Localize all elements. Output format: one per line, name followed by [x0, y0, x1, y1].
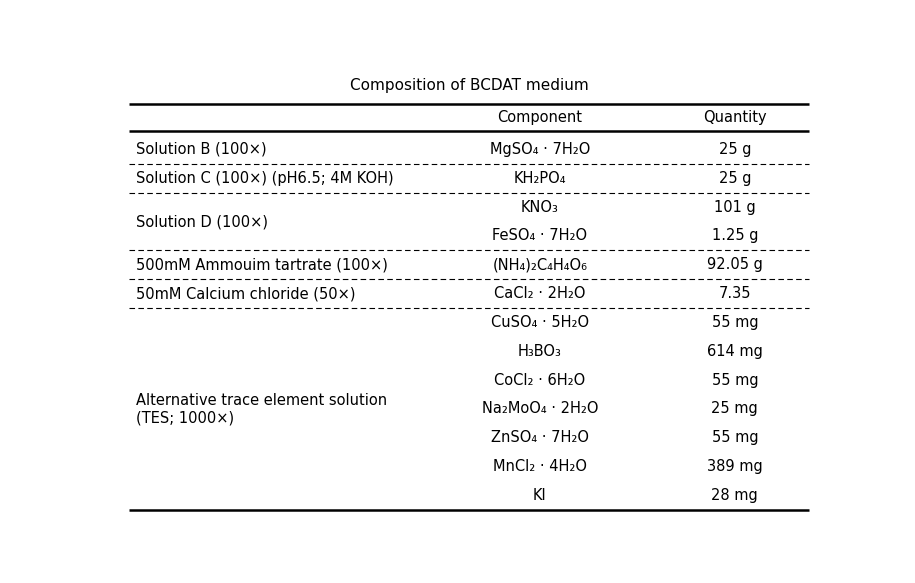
Text: Na₂MoO₄ · 2H₂O: Na₂MoO₄ · 2H₂O — [481, 402, 598, 416]
Text: 101 g: 101 g — [714, 199, 756, 215]
Text: CuSO₄ · 5H₂O: CuSO₄ · 5H₂O — [490, 315, 589, 330]
Text: 28 mg: 28 mg — [712, 488, 759, 503]
Text: 25 g: 25 g — [718, 142, 751, 157]
Text: Alternative trace element solution
(TES; 1000×): Alternative trace element solution (TES;… — [135, 393, 387, 425]
Text: Component: Component — [498, 110, 582, 125]
Text: Solution C (100×) (pH6.5; 4M KOH): Solution C (100×) (pH6.5; 4M KOH) — [135, 171, 393, 186]
Text: CaCl₂ · 2H₂O: CaCl₂ · 2H₂O — [494, 286, 586, 301]
Text: MgSO₄ · 7H₂O: MgSO₄ · 7H₂O — [490, 142, 590, 157]
Text: 25 mg: 25 mg — [712, 402, 759, 416]
Text: 55 mg: 55 mg — [712, 430, 759, 445]
Text: 55 mg: 55 mg — [712, 315, 759, 330]
Text: 25 g: 25 g — [718, 171, 751, 186]
Text: H₃BO₃: H₃BO₃ — [518, 344, 562, 359]
Text: 92.05 g: 92.05 g — [707, 257, 763, 272]
Text: Composition of BCDAT medium: Composition of BCDAT medium — [350, 78, 588, 93]
Text: 614 mg: 614 mg — [707, 344, 763, 359]
Text: 55 mg: 55 mg — [712, 373, 759, 388]
Text: KI: KI — [533, 488, 547, 503]
Text: Quantity: Quantity — [703, 110, 767, 125]
Text: 389 mg: 389 mg — [707, 459, 763, 474]
Text: 500mM Ammouim tartrate (100×): 500mM Ammouim tartrate (100×) — [135, 257, 388, 272]
Text: KNO₃: KNO₃ — [521, 199, 559, 215]
Text: 1.25 g: 1.25 g — [712, 229, 759, 244]
Text: CoCl₂ · 6H₂O: CoCl₂ · 6H₂O — [494, 373, 586, 388]
Text: 7.35: 7.35 — [718, 286, 751, 301]
Text: Solution B (100×): Solution B (100×) — [135, 142, 266, 157]
Text: ZnSO₄ · 7H₂O: ZnSO₄ · 7H₂O — [490, 430, 589, 445]
Text: KH₂PO₄: KH₂PO₄ — [513, 171, 566, 186]
Text: FeSO₄ · 7H₂O: FeSO₄ · 7H₂O — [492, 229, 587, 244]
Text: MnCl₂ · 4H₂O: MnCl₂ · 4H₂O — [493, 459, 587, 474]
Text: (NH₄)₂C₄H₄O₆: (NH₄)₂C₄H₄O₆ — [492, 257, 587, 272]
Text: Solution D (100×): Solution D (100×) — [135, 214, 268, 229]
Text: 50mM Calcium chloride (50×): 50mM Calcium chloride (50×) — [135, 286, 355, 301]
